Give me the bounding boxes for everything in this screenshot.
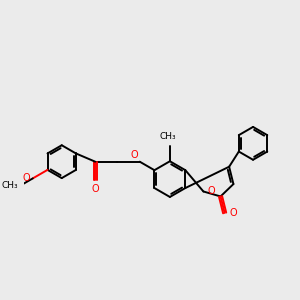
Text: CH₃: CH₃ xyxy=(160,132,176,141)
Text: CH₃: CH₃ xyxy=(2,181,19,190)
Text: O: O xyxy=(92,184,99,194)
Text: O: O xyxy=(130,150,138,160)
Text: O: O xyxy=(207,187,215,196)
Text: O: O xyxy=(22,173,30,183)
Text: O: O xyxy=(229,208,237,218)
